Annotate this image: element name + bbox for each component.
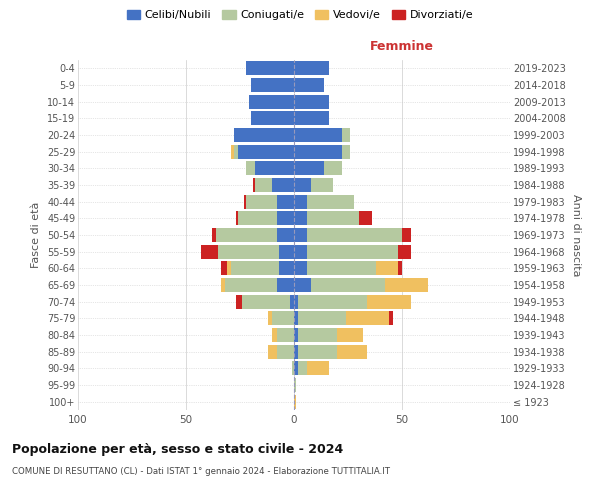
Bar	[279, 261, 294, 276]
Bar	[221, 278, 225, 292]
Bar	[298, 328, 337, 342]
Bar	[253, 178, 255, 192]
Bar	[238, 211, 277, 226]
Bar	[294, 144, 341, 159]
Bar	[236, 294, 242, 308]
Bar	[233, 144, 238, 159]
Bar	[244, 194, 247, 209]
Bar	[341, 144, 350, 159]
Bar	[248, 94, 294, 109]
Text: Popolazione per età, sesso e stato civile - 2024: Popolazione per età, sesso e stato civil…	[12, 442, 343, 456]
Bar	[227, 261, 232, 276]
Bar	[324, 162, 341, 175]
Bar	[255, 162, 294, 175]
Bar	[272, 311, 294, 326]
Y-axis label: Fasce di età: Fasce di età	[31, 202, 41, 268]
Bar	[242, 294, 290, 308]
Bar	[307, 194, 355, 209]
Bar	[294, 162, 324, 175]
Bar	[294, 228, 307, 242]
Bar	[201, 244, 218, 259]
Bar	[294, 261, 307, 276]
Bar	[294, 294, 298, 308]
Bar	[247, 194, 277, 209]
Bar	[294, 112, 329, 126]
Legend: Celibi/Nubili, Coniugati/e, Vedovi/e, Divorziati/e: Celibi/Nubili, Coniugati/e, Vedovi/e, Di…	[122, 6, 478, 25]
Bar	[298, 344, 337, 359]
Bar	[307, 211, 359, 226]
Bar	[294, 344, 298, 359]
Bar	[398, 244, 410, 259]
Bar	[251, 112, 294, 126]
Bar	[337, 328, 363, 342]
Bar	[307, 361, 329, 376]
Bar	[279, 244, 294, 259]
Bar	[218, 244, 279, 259]
Bar	[294, 62, 329, 76]
Bar	[294, 211, 307, 226]
Bar	[294, 78, 324, 92]
Bar	[376, 261, 398, 276]
Bar	[311, 178, 333, 192]
Bar	[346, 311, 389, 326]
Bar	[277, 344, 294, 359]
Bar	[294, 278, 311, 292]
Bar	[255, 178, 272, 192]
Bar	[277, 328, 294, 342]
Bar	[232, 261, 279, 276]
Bar	[292, 361, 294, 376]
Bar	[294, 361, 298, 376]
Bar	[307, 261, 376, 276]
Bar	[294, 128, 341, 142]
Bar	[294, 328, 298, 342]
Bar	[367, 294, 410, 308]
Bar	[272, 178, 294, 192]
Bar	[216, 228, 277, 242]
Y-axis label: Anni di nascita: Anni di nascita	[571, 194, 581, 276]
Bar	[294, 378, 296, 392]
Bar	[272, 328, 277, 342]
Bar	[238, 144, 294, 159]
Bar	[298, 294, 367, 308]
Bar	[298, 311, 346, 326]
Bar	[233, 128, 294, 142]
Bar	[225, 278, 277, 292]
Bar	[341, 128, 350, 142]
Bar	[294, 394, 296, 409]
Bar	[212, 228, 216, 242]
Bar	[294, 311, 298, 326]
Bar	[385, 278, 428, 292]
Bar	[294, 194, 307, 209]
Bar	[277, 278, 294, 292]
Bar	[402, 228, 410, 242]
Bar	[294, 178, 311, 192]
Bar	[307, 244, 398, 259]
Text: COMUNE DI RESUTTANO (CL) - Dati ISTAT 1° gennaio 2024 - Elaborazione TUTTITALIA.: COMUNE DI RESUTTANO (CL) - Dati ISTAT 1°…	[12, 468, 390, 476]
Bar	[247, 162, 255, 175]
Bar	[398, 261, 402, 276]
Bar	[232, 144, 233, 159]
Bar	[290, 294, 294, 308]
Bar	[389, 311, 394, 326]
Bar	[268, 344, 277, 359]
Bar	[307, 228, 402, 242]
Text: Femmine: Femmine	[370, 40, 434, 53]
Bar	[298, 361, 307, 376]
Bar	[337, 344, 367, 359]
Bar	[221, 261, 227, 276]
Bar	[277, 228, 294, 242]
Bar	[268, 311, 272, 326]
Bar	[294, 94, 329, 109]
Bar	[294, 244, 307, 259]
Bar	[277, 194, 294, 209]
Bar	[359, 211, 372, 226]
Bar	[311, 278, 385, 292]
Bar	[277, 211, 294, 226]
Bar	[247, 62, 294, 76]
Bar	[251, 78, 294, 92]
Bar	[236, 211, 238, 226]
